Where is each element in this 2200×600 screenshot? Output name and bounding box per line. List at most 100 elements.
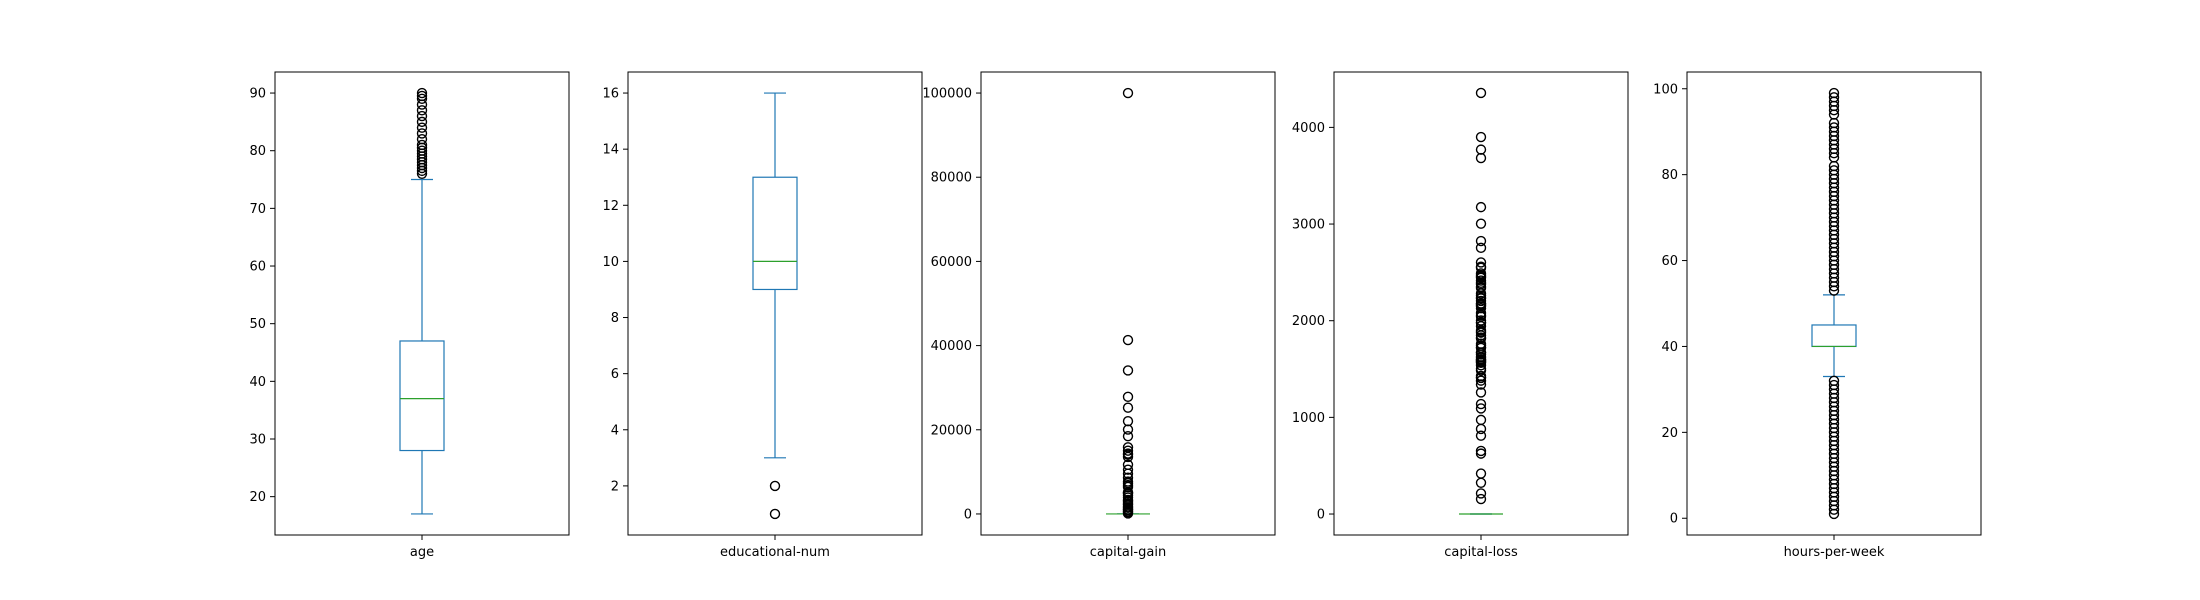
outlier-point xyxy=(1122,445,1134,456)
outlier-point xyxy=(416,90,428,102)
y-tick-label: 60 xyxy=(1661,254,1678,269)
y-tick-label: 0 xyxy=(1317,508,1325,523)
outlier-point xyxy=(769,480,781,492)
outlier-point xyxy=(416,139,428,151)
iqr-box xyxy=(399,340,445,452)
y-tick-label: 8 xyxy=(611,311,619,326)
outlier-point xyxy=(1475,493,1487,505)
y-tick-label: 12 xyxy=(602,199,619,214)
x-tick-label: age xyxy=(410,545,434,560)
outlier-point xyxy=(1475,379,1487,390)
y-tick-label: 0 xyxy=(964,507,972,522)
outlier-point xyxy=(1475,372,1487,384)
y-tick-label: 3000 xyxy=(1292,218,1325,233)
outlier-point xyxy=(1475,257,1487,268)
y-tick-label: 2000 xyxy=(1292,314,1325,329)
outlier-point xyxy=(1122,430,1134,442)
outlier-point xyxy=(1475,218,1487,229)
outlier-point xyxy=(1475,403,1487,414)
outlier-point xyxy=(416,105,428,116)
axes-frame xyxy=(1333,71,1629,536)
y-tick-label: 2 xyxy=(611,479,619,494)
outlier-point xyxy=(1475,430,1487,441)
outlier-point xyxy=(1828,92,1840,103)
outlier-point xyxy=(1122,402,1134,413)
axes-frame xyxy=(1686,71,1982,536)
outlier-point xyxy=(1475,235,1487,247)
x-tick-label: capital-gain xyxy=(1090,545,1166,560)
y-tick-label: 80 xyxy=(249,144,266,159)
outlier-point xyxy=(1122,334,1134,346)
y-tick-label: 20000 xyxy=(931,423,972,438)
y-tick-label: 90 xyxy=(249,87,266,102)
x-tick-label: capital-loss xyxy=(1444,545,1518,560)
y-tick-label: 16 xyxy=(602,87,619,102)
y-tick-label: 6 xyxy=(611,367,619,382)
y-tick-label: 40 xyxy=(249,375,266,390)
y-tick-label: 80 xyxy=(1661,168,1678,183)
outlier-point xyxy=(416,87,428,99)
outlier-point xyxy=(1475,387,1487,398)
y-tick-label: 4 xyxy=(611,423,619,438)
axes-frame xyxy=(627,71,923,536)
outlier-point xyxy=(1122,464,1134,475)
outlier-point xyxy=(1475,445,1487,457)
y-tick-label: 50 xyxy=(249,317,266,332)
outlier-point xyxy=(1828,375,1840,387)
y-tick-label: 20 xyxy=(1661,426,1678,441)
outlier-point xyxy=(1122,87,1134,99)
y-tick-label: 14 xyxy=(602,143,619,158)
y-tick-label: 40 xyxy=(1661,340,1678,355)
outlier-point xyxy=(416,145,428,156)
outlier-point xyxy=(416,116,428,128)
axes-frame xyxy=(274,71,570,536)
outlier-point xyxy=(416,122,428,133)
outlier-point xyxy=(1475,423,1487,435)
y-tick-label: 100 xyxy=(1653,82,1678,97)
outlier-point xyxy=(1475,375,1487,386)
outlier-point xyxy=(1475,131,1487,143)
subplot-age: 20 30 40 50 60 70 80 90 age xyxy=(249,71,570,560)
outlier-point xyxy=(1475,365,1487,376)
outlier-point xyxy=(1475,448,1487,459)
outlier-point xyxy=(1122,451,1134,463)
y-tick-label: 30 xyxy=(249,432,266,447)
outlier-point xyxy=(1475,282,1487,294)
outlier-point xyxy=(1122,391,1134,403)
outlier-point xyxy=(1475,242,1487,254)
y-tick-label: 60 xyxy=(249,260,266,275)
subplot-educational-num: 2 4 6 8 10 12 14 16 educational-num xyxy=(602,71,923,560)
y-tick-label: 4000 xyxy=(1292,121,1325,136)
y-tick-label: 20 xyxy=(249,490,266,505)
outlier-point xyxy=(1828,87,1840,99)
y-tick-label: 1000 xyxy=(1292,411,1325,426)
outlier-point xyxy=(416,133,428,145)
outlier-point xyxy=(1122,424,1134,435)
outlier-point xyxy=(1828,165,1840,176)
outlier-point xyxy=(1475,398,1487,410)
outlier-point xyxy=(1475,360,1487,371)
y-tick-label: 10 xyxy=(602,255,619,270)
outlier-point xyxy=(1475,152,1487,164)
iqr-box xyxy=(752,176,798,291)
outlier-point xyxy=(1475,87,1487,99)
outlier-point xyxy=(416,128,428,139)
y-tick-label: 100000 xyxy=(922,87,972,102)
subplot-capital-gain: 0 20000 40000 60000 80000 100000 capital-gain xyxy=(922,71,1276,560)
outlier-point xyxy=(1475,327,1487,338)
y-tick-label: 40000 xyxy=(931,339,972,354)
subplot-capital-loss: 0 1000 2000 3000 4000 capital-loss xyxy=(1292,71,1629,560)
outlier-point xyxy=(416,110,428,122)
x-tick-label: hours-per-week xyxy=(1784,545,1885,560)
axes-frame xyxy=(980,71,1276,536)
y-tick-label: 80000 xyxy=(931,171,972,186)
outlier-point xyxy=(1475,201,1487,213)
outlier-point xyxy=(1828,379,1840,391)
outlier-point xyxy=(1475,477,1487,489)
outlier-point xyxy=(769,508,781,520)
y-tick-label: 0 xyxy=(1670,512,1678,527)
x-tick-label: educational-num xyxy=(720,545,830,560)
outlier-point xyxy=(1828,122,1840,133)
